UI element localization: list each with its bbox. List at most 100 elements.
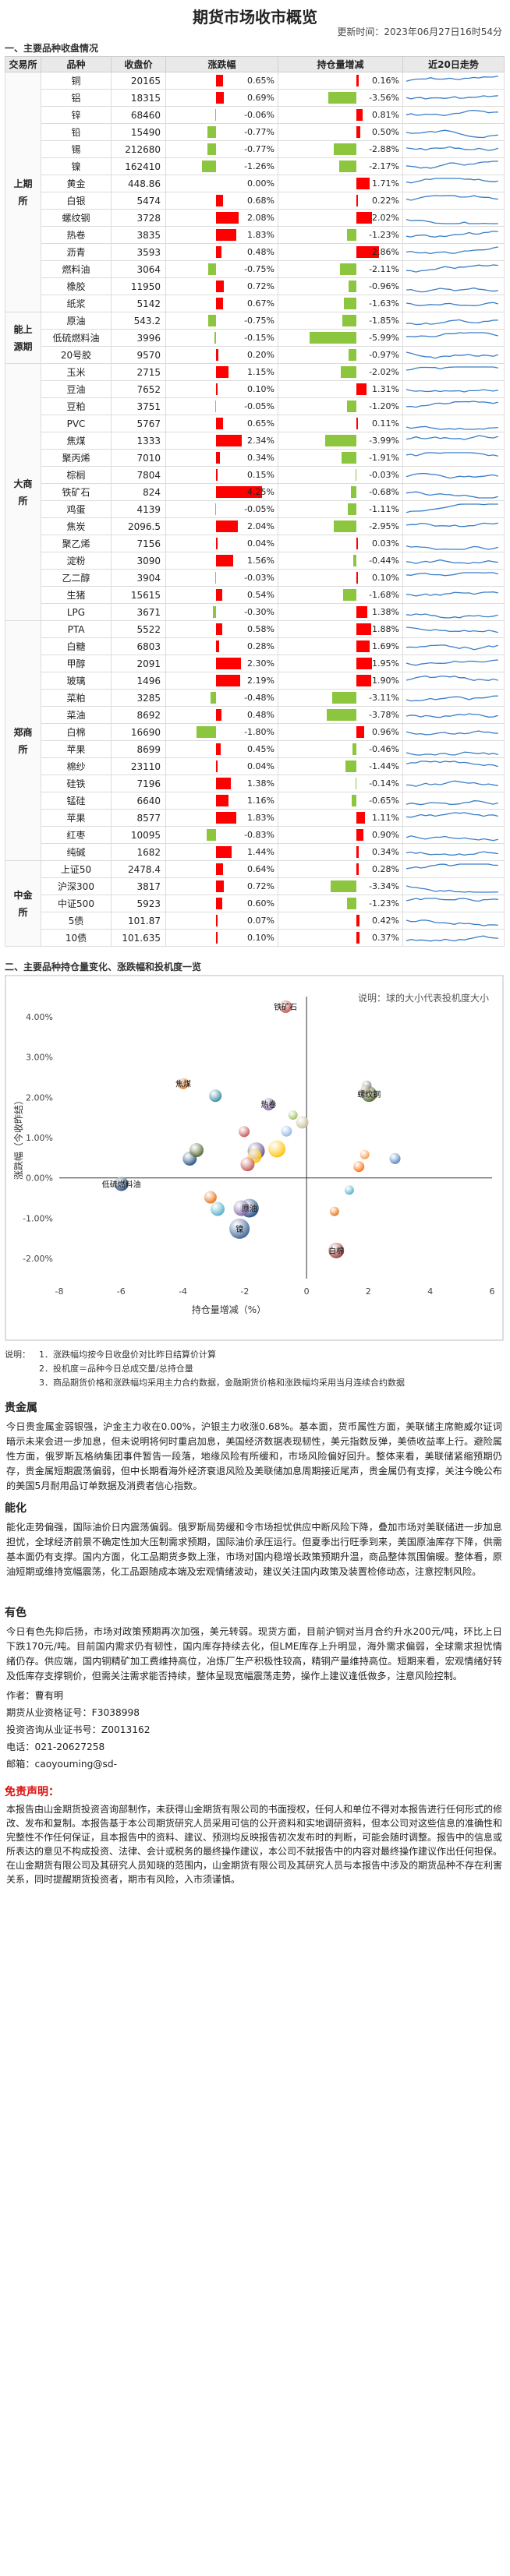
oi-change-cell: 0.28% — [278, 860, 403, 878]
product-name: 铜 — [41, 72, 112, 90]
trend-cell — [402, 637, 505, 655]
oi-change-bar — [342, 315, 356, 326]
oi-change-cell: -1.91% — [278, 449, 403, 467]
point-label: 热卷 — [260, 1099, 276, 1110]
close-price: 1682 — [111, 843, 166, 861]
trend-line — [406, 331, 498, 337]
change-cell: 0.65% — [165, 72, 278, 90]
change-label: 1.83% — [247, 813, 274, 823]
section1-title: 一、主要品种收盘情况 — [5, 43, 99, 54]
trend-cell — [402, 175, 505, 192]
change-cell: -0.83% — [165, 826, 278, 844]
table-row: 镍 162410 -1.26% -2.17% — [5, 157, 505, 175]
table-row: PVC 5767 0.65% 0.11% — [5, 415, 505, 432]
change-cell: 0.72% — [165, 277, 278, 295]
change-label: 0.54% — [247, 590, 274, 600]
change-cell: 0.65% — [165, 415, 278, 432]
change-cell: -1.26% — [165, 157, 278, 175]
trend-cell — [402, 380, 505, 398]
close-price: 3285 — [111, 689, 166, 707]
header-exchange: 交易所 — [5, 56, 41, 72]
trend-sparkline — [406, 863, 498, 869]
close-price: 3904 — [111, 569, 166, 587]
trend-line — [406, 451, 498, 457]
point-label: 低硫燃料油 — [102, 1179, 141, 1189]
change-cell: -0.77% — [165, 140, 278, 158]
table-row: 淀粉 3090 1.56% -0.44% — [5, 552, 505, 570]
close-price: 18315 — [111, 89, 166, 107]
oi-change-label: -1.11% — [369, 504, 399, 514]
trend-sparkline — [406, 302, 498, 306]
author-email[interactable]: 邮箱：caoyouming@sd- — [6, 1759, 117, 1770]
oi-change-bar — [333, 520, 356, 532]
close-price: 212680 — [111, 140, 166, 158]
change-cell: 1.83% — [165, 226, 278, 244]
author-block: 作者：曹有明 期货从业资格证号：F3038998 投资咨询从业证书号：Z0013… — [0, 1684, 510, 1776]
change-cell: 0.68% — [165, 192, 278, 210]
change-cell: 0.07% — [165, 912, 278, 930]
trend-cell — [402, 312, 505, 330]
scatter-chart: 4.00% 3.00% 2.00% 1.00% 0.00% -1.00% -2.00% -8 -… — [5, 975, 510, 1343]
change-label: 1.38% — [247, 778, 274, 789]
table-row: 白糖 6803 0.28% 1.69% — [5, 637, 505, 655]
trend-sparkline — [406, 245, 498, 254]
product-name: 燃料油 — [41, 260, 112, 278]
change-bar — [216, 846, 232, 858]
oi-change-label: -1.91% — [369, 453, 399, 463]
scatter-point — [233, 1200, 250, 1216]
product-name: 豆粕 — [41, 397, 112, 415]
change-label: 2.30% — [247, 658, 274, 669]
point-label: 焦煤 — [175, 1079, 191, 1089]
change-cell: 1.38% — [165, 775, 278, 792]
change-bar — [216, 795, 229, 806]
table-row: 中证500 5923 0.60% -1.23% — [5, 895, 505, 912]
trend-sparkline — [406, 400, 498, 408]
close-price: 15490 — [111, 123, 166, 141]
oi-change-cell: 0.11% — [278, 415, 403, 432]
close-price: 7156 — [111, 535, 166, 552]
trend-line — [406, 388, 498, 393]
oi-change-bar — [351, 486, 356, 498]
scatter-svg: 4.00% 3.00% 2.00% 1.00% 0.00% -1.00% -2.00% -8 -… — [5, 975, 504, 1341]
header-product: 品种 — [41, 56, 112, 72]
scatter-point — [360, 1085, 370, 1095]
y-tick-label: 3.00% — [26, 1053, 53, 1063]
trend-line — [406, 863, 498, 869]
trend-sparkline — [406, 695, 498, 701]
oi-change-label: -2.95% — [369, 521, 399, 531]
oi-change-bar — [356, 195, 359, 206]
product-name: 白糖 — [41, 637, 112, 655]
table-row: 甲醇 2091 2.30% 1.95% — [5, 655, 505, 672]
change-bar — [216, 452, 220, 464]
oi-change-cell: 1.95% — [278, 655, 403, 672]
oi-change-label: 0.03% — [372, 538, 399, 549]
close-price: 3671 — [111, 603, 166, 621]
change-label: 0.64% — [247, 864, 274, 874]
oi-change-bar — [331, 692, 356, 704]
close-price: 3835 — [111, 226, 166, 244]
oi-change-bar — [356, 726, 364, 738]
product-name: 锡 — [41, 140, 112, 158]
oi-change-bar — [341, 452, 356, 464]
change-bar — [207, 126, 216, 138]
close-price: 543.2 — [111, 312, 166, 330]
oi-change-label: 1.71% — [372, 178, 399, 189]
product-name: 棕榈 — [41, 466, 112, 484]
product-name: 乙二醇 — [41, 569, 112, 587]
change-bar — [214, 572, 216, 584]
oi-change-bar — [356, 658, 372, 669]
change-bar — [216, 383, 218, 395]
trend-line — [406, 835, 498, 841]
trend-cell — [402, 689, 505, 707]
oi-change-label: 1.31% — [372, 384, 399, 394]
oi-change-label: -2.88% — [369, 144, 399, 154]
commentary-energy: 能化 能化走势偏强，国际油价日内震荡偏弱。俄罗斯局势缓和令市场担忧供应中断风险下… — [0, 1494, 510, 1579]
table-row: 锰硅 6640 1.16% -0.65% — [5, 792, 505, 810]
table-row: 纯碱 1682 1.44% 0.34% — [5, 843, 505, 861]
trend-cell — [402, 260, 505, 278]
change-cell: 0.00% — [165, 175, 278, 192]
trend-line — [406, 695, 498, 701]
trend-line — [406, 109, 498, 116]
scatter-point — [353, 1161, 365, 1173]
trend-sparkline — [406, 897, 498, 902]
